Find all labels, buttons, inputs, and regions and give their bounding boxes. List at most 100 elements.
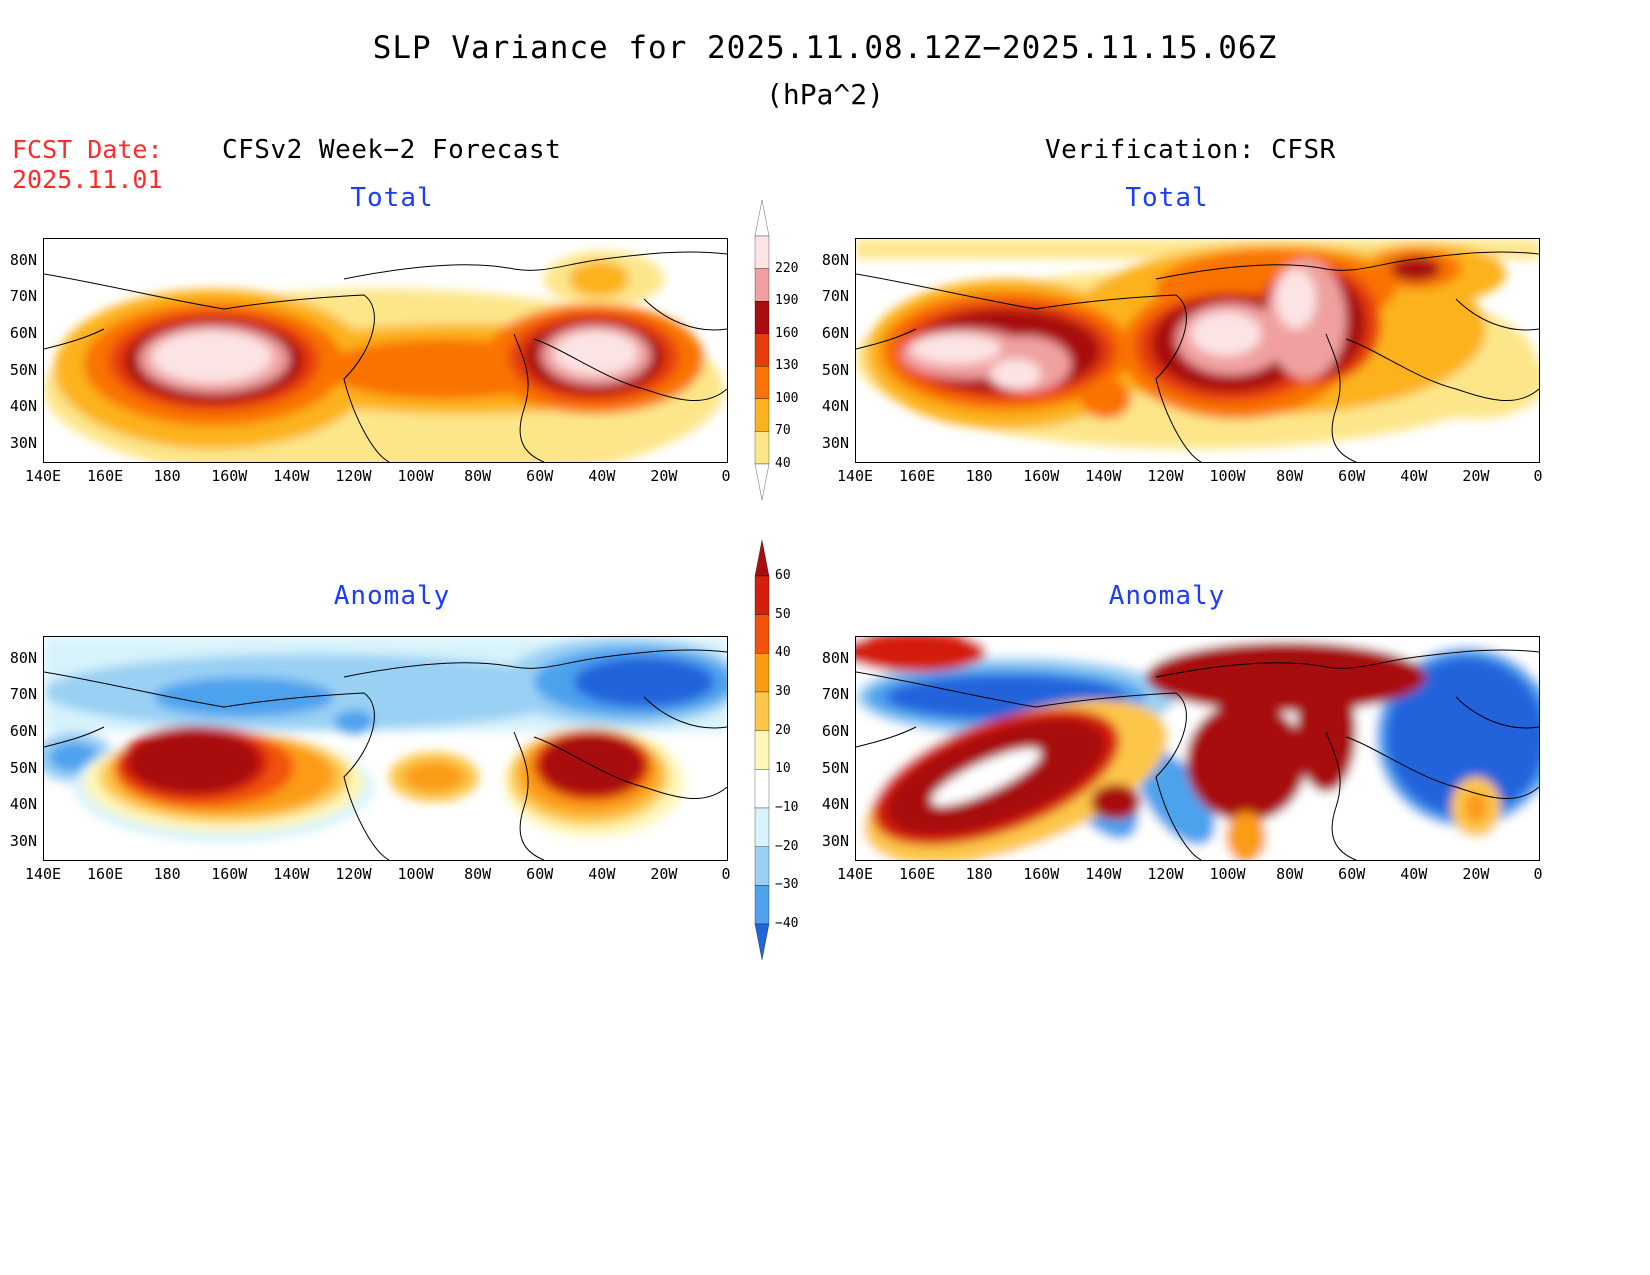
lon-tick-label: 140E — [24, 865, 62, 883]
lat-tick-label: 70N — [821, 287, 849, 306]
units-label: (hPa^2) — [765, 78, 884, 111]
lat-tick-label: 80N — [821, 648, 849, 667]
forecast-column-title: CFSv2 Week−2 Forecast — [222, 135, 562, 165]
lon-tick-label: 100W — [1209, 467, 1246, 485]
map-panel-anomaly-verification — [855, 636, 1540, 861]
lon-tick-label: 80W — [464, 467, 492, 485]
lat-tick-label: 40N — [9, 397, 37, 416]
lon-tick-label: 140W — [273, 865, 310, 883]
colorbar-total-label: 70 — [775, 423, 791, 439]
lon-tick-label: 60W — [1338, 467, 1366, 485]
colorbar-anomaly-segment — [754, 846, 770, 886]
colorbar-total-label: 130 — [775, 358, 799, 374]
total-verification-title: Total — [1125, 183, 1209, 213]
colorbar-total-label: 40 — [775, 456, 791, 471]
forecast-date-label: FCST Date: — [12, 135, 163, 164]
colorbar-total-segment — [754, 333, 770, 367]
lat-tick-label: 30N — [821, 433, 849, 452]
lat-tick-label: 80N — [9, 648, 37, 667]
lon-tick-label: 160E — [87, 865, 124, 883]
lat-tick-label: 50N — [9, 360, 37, 379]
lat-tick-label: 40N — [821, 397, 849, 416]
colorbar-anomaly-label: −40 — [775, 916, 799, 931]
colorbar-total-segment — [754, 199, 770, 237]
colorbar-anomaly-label: 20 — [775, 722, 791, 738]
lon-tick-label: 40W — [1400, 467, 1428, 485]
lon-tick-label: 40W — [1400, 865, 1428, 883]
lon-tick-label: 180 — [153, 865, 181, 883]
forecast-date-block: FCST Date: 2025.11.01 — [12, 135, 163, 195]
lon-tick-label: 0 — [721, 467, 731, 485]
lon-tick-label: 0 — [1533, 467, 1543, 485]
lon-tick-label: 180 — [965, 865, 993, 883]
lat-tick-label: 30N — [9, 433, 37, 452]
lon-tick-label: 20W — [650, 467, 678, 485]
colorbar-anomaly-segment — [754, 730, 770, 770]
lon-tick-label: 60W — [1338, 865, 1366, 883]
map-panel-total-verification — [855, 238, 1540, 463]
colorbar-total-label: 160 — [775, 325, 799, 341]
lat-tick-label: 50N — [821, 758, 849, 777]
anomaly-verification-title: Anomaly — [1108, 581, 1226, 611]
colorbar-anomaly-label: −30 — [775, 877, 799, 893]
colorbar-total-label: 220 — [775, 260, 799, 276]
lon-tick-label: 0 — [1533, 865, 1543, 883]
anomaly-forecast-title: Anomaly — [333, 581, 451, 611]
lon-tick-label: 140E — [24, 467, 62, 485]
lon-tick-label: 160E — [899, 865, 936, 883]
lon-tick-label: 140W — [273, 467, 310, 485]
colorbar-total-segment — [754, 398, 770, 432]
lat-tick-label: 70N — [9, 287, 37, 306]
colorbar-total-segment — [754, 431, 770, 465]
lon-tick-label: 160E — [899, 467, 936, 485]
lon-tick-label: 20W — [1462, 865, 1490, 883]
colorbar-total-label: 190 — [775, 293, 799, 309]
colorbar-anomaly-label: −20 — [775, 838, 799, 854]
lon-tick-label: 160W — [211, 467, 248, 485]
colorbar-total-segment — [754, 268, 770, 302]
lat-tick-label: 40N — [9, 795, 37, 814]
lon-tick-label: 100W — [397, 865, 434, 883]
colorbar-anomaly-label: 60 — [775, 568, 791, 583]
lat-tick-label: 60N — [821, 722, 849, 741]
lon-tick-label: 0 — [721, 865, 731, 883]
lon-tick-label: 160E — [87, 467, 124, 485]
colorbar-anomaly-segment — [754, 575, 770, 615]
map-panel-anomaly-forecast — [43, 636, 728, 861]
colorbar-anomaly-label: −10 — [775, 800, 799, 815]
lon-tick-label: 40W — [588, 467, 616, 485]
lon-tick-label: 80W — [464, 865, 492, 883]
lat-tick-label: 60N — [821, 324, 849, 343]
lat-tick-label: 60N — [9, 722, 37, 741]
page-title: SLP Variance for 2025.11.08.12Z−2025.11.… — [372, 30, 1278, 66]
lon-tick-label: 60W — [526, 865, 554, 883]
lon-tick-label: 140E — [836, 865, 874, 883]
colorbar-anomaly-segment — [754, 807, 770, 847]
lon-tick-label: 140E — [836, 467, 874, 485]
colorbar-anomaly-segment — [754, 539, 770, 577]
colorbar-total-segment — [754, 300, 770, 334]
colorbar-anomaly-segment — [754, 885, 770, 925]
lat-tick-label: 50N — [9, 758, 37, 777]
lon-tick-label: 180 — [153, 467, 181, 485]
verification-column-title: Verification: CFSR — [1045, 135, 1336, 165]
colorbar-total-segment — [754, 235, 770, 269]
lon-tick-label: 120W — [335, 467, 372, 485]
lon-tick-label: 100W — [397, 467, 434, 485]
lon-tick-label: 120W — [1147, 467, 1184, 485]
colorbar-anomaly: 60 50 40 30 20 10 −10 −20 −30 −40 — [753, 539, 813, 961]
colorbar-anomaly-label: 50 — [775, 606, 791, 622]
lon-tick-label: 120W — [1147, 865, 1184, 883]
lat-tick-label: 80N — [9, 250, 37, 269]
total-forecast-title: Total — [350, 183, 434, 213]
lon-tick-label: 160W — [1023, 865, 1060, 883]
colorbar-total-segment — [754, 366, 770, 400]
lat-tick-label: 70N — [9, 685, 37, 704]
lon-tick-label: 80W — [1276, 865, 1304, 883]
lat-tick-label: 40N — [821, 795, 849, 814]
lon-tick-label: 120W — [335, 865, 372, 883]
lat-tick-label: 80N — [821, 250, 849, 269]
lon-tick-label: 20W — [650, 865, 678, 883]
colorbar-anomaly-segment — [754, 769, 770, 809]
lat-tick-label: 50N — [821, 360, 849, 379]
